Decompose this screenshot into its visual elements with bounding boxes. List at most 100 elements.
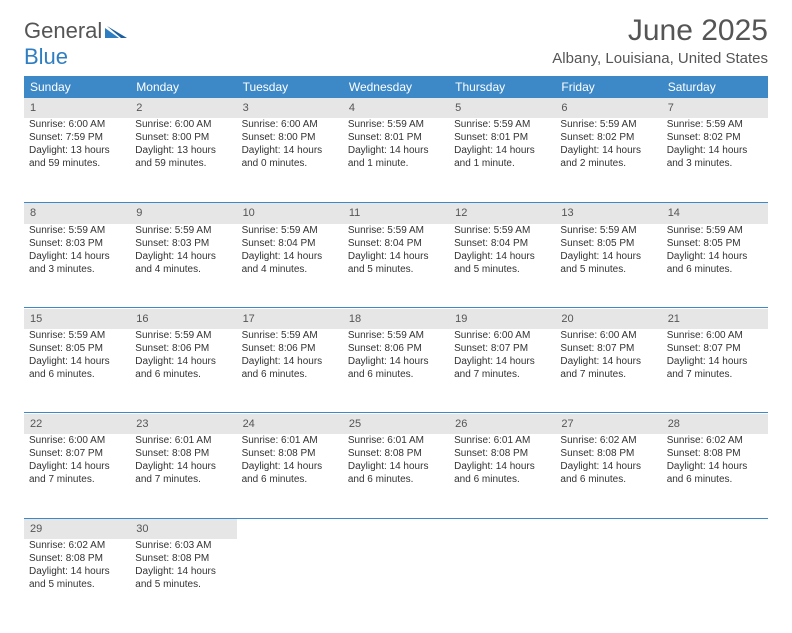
sunset-text: Sunset: 8:05 PM: [560, 237, 656, 250]
day-number-cell: 4: [343, 98, 449, 118]
sunset-text: Sunset: 8:07 PM: [667, 342, 763, 355]
day-number-cell: 27: [555, 414, 661, 434]
daylight-text: and 6 minutes.: [560, 473, 656, 486]
daylight-text: and 6 minutes.: [242, 473, 338, 486]
sunrise-text: Sunrise: 5:59 AM: [560, 118, 656, 131]
day-cell: Sunrise: 6:00 AMSunset: 8:07 PMDaylight:…: [662, 329, 768, 413]
daylight-text: and 7 minutes.: [454, 368, 550, 381]
day-number-cell: 3: [237, 98, 343, 118]
daylight-text: and 6 minutes.: [348, 368, 444, 381]
daylight-text: Daylight: 14 hours: [560, 250, 656, 263]
day-number-row: 15161718192021: [24, 309, 768, 329]
daylight-text: Daylight: 14 hours: [348, 460, 444, 473]
sunrise-text: Sunrise: 6:01 AM: [242, 434, 338, 447]
daylight-text: and 6 minutes.: [454, 473, 550, 486]
day-number-cell: 14: [662, 203, 768, 223]
daylight-text: and 7 minutes.: [667, 368, 763, 381]
daylight-text: and 6 minutes.: [667, 473, 763, 486]
sunset-text: Sunset: 8:00 PM: [135, 131, 231, 144]
sunset-text: Sunset: 8:02 PM: [560, 131, 656, 144]
sunrise-text: Sunrise: 6:00 AM: [454, 329, 550, 342]
daylight-text: Daylight: 14 hours: [348, 355, 444, 368]
weekday-header: Monday: [130, 76, 236, 98]
day-number-row: 1234567: [24, 98, 768, 118]
daylight-text: and 5 minutes.: [29, 578, 125, 591]
daylight-text: and 6 minutes.: [242, 368, 338, 381]
sunrise-text: Sunrise: 5:59 AM: [348, 118, 444, 131]
day-number-cell: 10: [237, 203, 343, 223]
daylight-text: and 5 minutes.: [135, 578, 231, 591]
sunrise-text: Sunrise: 6:00 AM: [29, 118, 125, 131]
day-cell: Sunrise: 6:00 AMSunset: 8:07 PMDaylight:…: [24, 434, 130, 518]
day-number-cell: 18: [343, 309, 449, 329]
day-cell: Sunrise: 6:01 AMSunset: 8:08 PMDaylight:…: [449, 434, 555, 518]
day-number-cell: [662, 519, 768, 539]
weekday-header: Saturday: [662, 76, 768, 98]
brand-name-2: Blue: [24, 44, 68, 69]
sunset-text: Sunset: 8:05 PM: [667, 237, 763, 250]
daylight-text: and 6 minutes.: [135, 368, 231, 381]
sunrise-text: Sunrise: 5:59 AM: [560, 224, 656, 237]
day-number-cell: 25: [343, 414, 449, 434]
day-number-cell: 26: [449, 414, 555, 434]
day-cell: Sunrise: 5:59 AMSunset: 8:02 PMDaylight:…: [662, 118, 768, 202]
daylight-text: and 6 minutes.: [667, 263, 763, 276]
daylight-text: Daylight: 14 hours: [454, 144, 550, 157]
day-cell: [662, 539, 768, 623]
calendar-table: Sunday Monday Tuesday Wednesday Thursday…: [24, 76, 768, 623]
week-row: Sunrise: 5:59 AMSunset: 8:05 PMDaylight:…: [24, 329, 768, 413]
sunset-text: Sunset: 8:03 PM: [29, 237, 125, 250]
day-cell: [343, 539, 449, 623]
day-cell: Sunrise: 5:59 AMSunset: 8:05 PMDaylight:…: [662, 224, 768, 308]
day-number-cell: 7: [662, 98, 768, 118]
day-number-cell: 24: [237, 414, 343, 434]
daylight-text: Daylight: 13 hours: [135, 144, 231, 157]
day-cell: [555, 539, 661, 623]
day-number-cell: [237, 519, 343, 539]
location: Albany, Louisiana, United States: [552, 50, 768, 67]
day-number-row: 22232425262728: [24, 414, 768, 434]
daylight-text: Daylight: 14 hours: [242, 250, 338, 263]
day-number-cell: 9: [130, 203, 236, 223]
sunset-text: Sunset: 8:08 PM: [348, 447, 444, 460]
day-cell: Sunrise: 6:01 AMSunset: 8:08 PMDaylight:…: [343, 434, 449, 518]
day-number-cell: 17: [237, 309, 343, 329]
day-cell: Sunrise: 6:00 AMSunset: 8:07 PMDaylight:…: [449, 329, 555, 413]
sunrise-text: Sunrise: 6:00 AM: [560, 329, 656, 342]
sunset-text: Sunset: 8:08 PM: [135, 552, 231, 565]
sunrise-text: Sunrise: 5:59 AM: [348, 224, 444, 237]
daylight-text: Daylight: 14 hours: [135, 250, 231, 263]
day-cell: Sunrise: 6:00 AMSunset: 8:00 PMDaylight:…: [237, 118, 343, 202]
weekday-header: Tuesday: [237, 76, 343, 98]
weekday-header: Friday: [555, 76, 661, 98]
daylight-text: Daylight: 14 hours: [454, 250, 550, 263]
day-cell: Sunrise: 6:01 AMSunset: 8:08 PMDaylight:…: [130, 434, 236, 518]
daylight-text: and 2 minutes.: [560, 157, 656, 170]
brand-logo: GeneralBlue: [24, 18, 127, 70]
day-number-cell: 21: [662, 309, 768, 329]
day-cell: Sunrise: 5:59 AMSunset: 8:05 PMDaylight:…: [555, 224, 661, 308]
brand-mark-icon: [105, 18, 127, 43]
daylight-text: Daylight: 14 hours: [242, 355, 338, 368]
title-block: June 2025 Albany, Louisiana, United Stat…: [552, 14, 768, 67]
day-cell: [237, 539, 343, 623]
sunrise-text: Sunrise: 6:02 AM: [560, 434, 656, 447]
sunset-text: Sunset: 8:08 PM: [454, 447, 550, 460]
sunrise-text: Sunrise: 5:59 AM: [348, 329, 444, 342]
daylight-text: and 3 minutes.: [29, 263, 125, 276]
daylight-text: and 5 minutes.: [560, 263, 656, 276]
daylight-text: and 7 minutes.: [560, 368, 656, 381]
month-title: June 2025: [552, 14, 768, 48]
sunrise-text: Sunrise: 5:59 AM: [667, 118, 763, 131]
sunrise-text: Sunrise: 6:02 AM: [29, 539, 125, 552]
daylight-text: Daylight: 14 hours: [29, 460, 125, 473]
sunset-text: Sunset: 7:59 PM: [29, 131, 125, 144]
sunrise-text: Sunrise: 6:01 AM: [454, 434, 550, 447]
calendar-page: GeneralBlue June 2025 Albany, Louisiana,…: [0, 0, 792, 633]
sunset-text: Sunset: 8:03 PM: [135, 237, 231, 250]
daylight-text: and 59 minutes.: [29, 157, 125, 170]
sunset-text: Sunset: 8:08 PM: [667, 447, 763, 460]
daylight-text: and 7 minutes.: [29, 473, 125, 486]
daylight-text: Daylight: 14 hours: [29, 355, 125, 368]
sunset-text: Sunset: 8:05 PM: [29, 342, 125, 355]
